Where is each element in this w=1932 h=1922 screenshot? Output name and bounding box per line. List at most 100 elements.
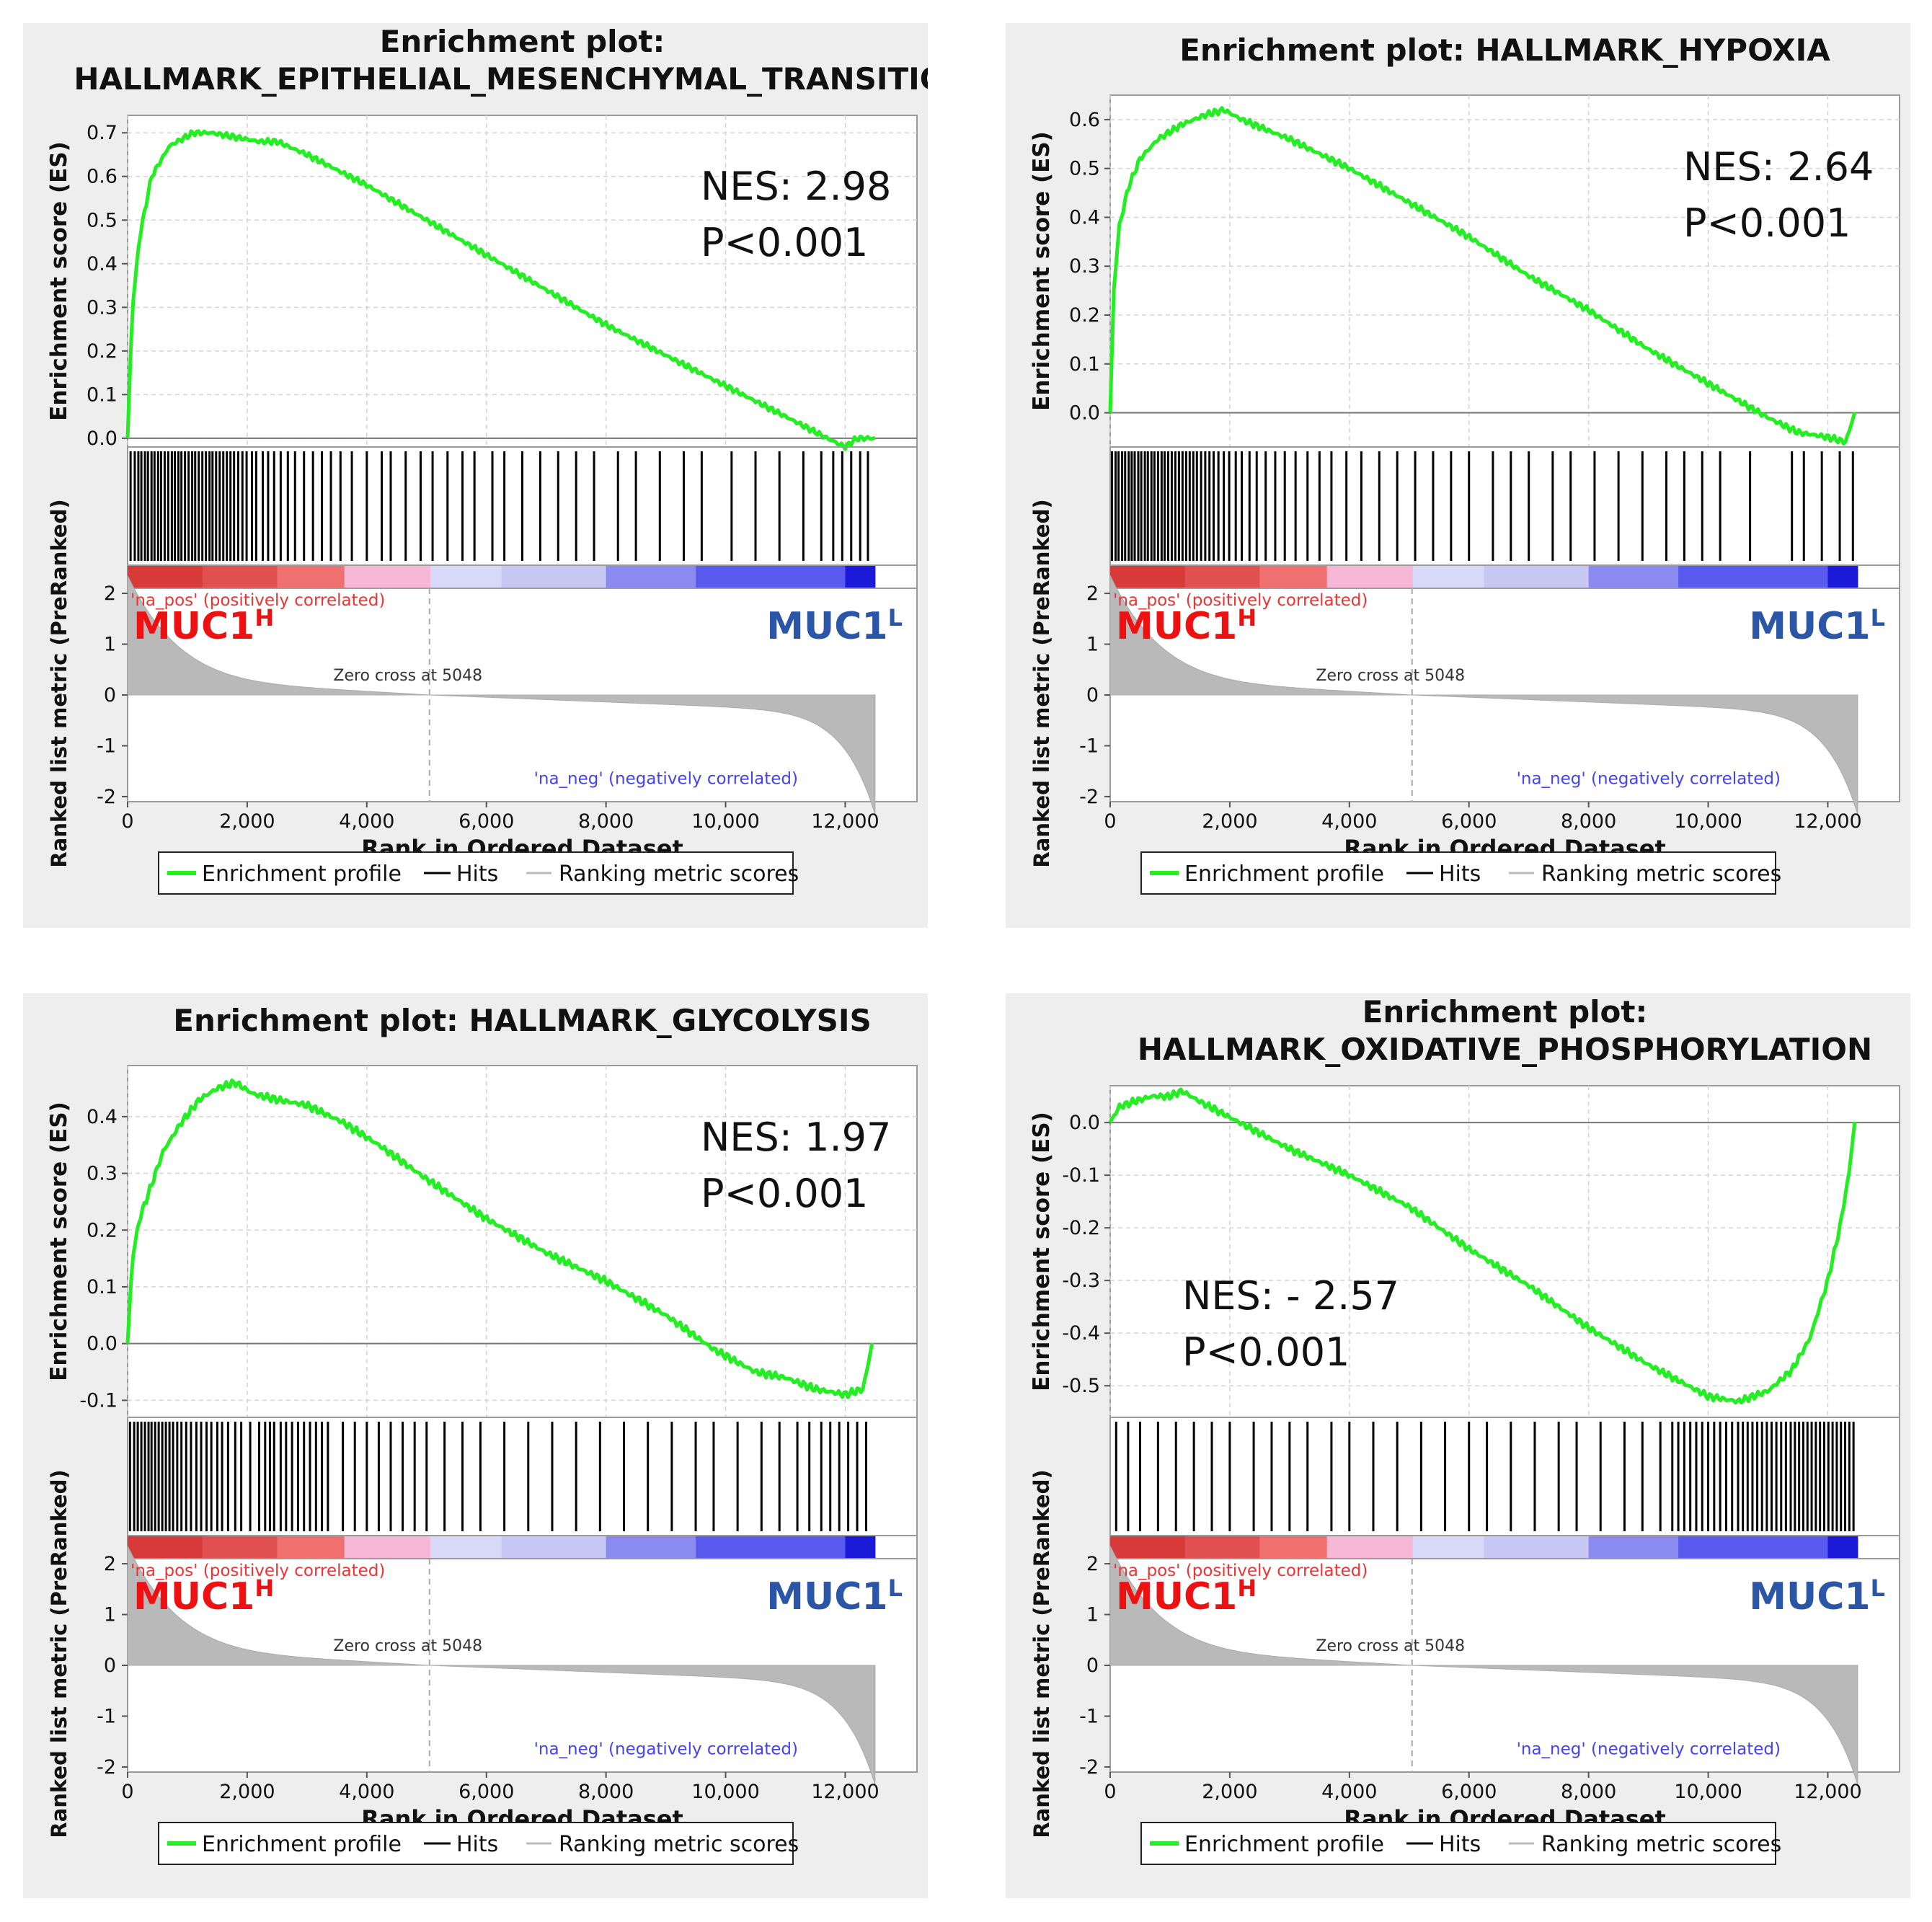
rank-color-segment — [501, 1536, 607, 1559]
rank-color-segment — [277, 1536, 345, 1559]
xtick-label: 6,000 — [1441, 810, 1497, 833]
enrichment-plot-2: Enrichment plot: HALLMARK_HYPOXIA0.00.10… — [1006, 23, 1910, 928]
es-ytick-label: 0.3 — [1069, 255, 1100, 278]
metric-ytick-label: -2 — [1079, 786, 1099, 808]
rank-color-segment — [606, 1536, 696, 1559]
rank-color-segment — [344, 1536, 431, 1559]
xaxis: 0 2,000 4,000 6,000 8,000 10,000 12,000 — [1104, 1772, 1862, 1803]
rank-color-segment — [1588, 1536, 1679, 1559]
metric-ytick-label: 1 — [1086, 1604, 1099, 1626]
rank-color-segment — [1184, 1536, 1260, 1559]
neg-correlated-label: 'na_neg' (negatively correlated) — [534, 769, 798, 788]
legend: Enrichment profile Hits Ranking metric sco… — [1140, 1822, 1781, 1865]
nes-label: NES: 2.64 — [1683, 144, 1874, 190]
es-ytick-label: -0.1 — [79, 1389, 118, 1412]
xaxis: 0 2,000 4,000 6,000 8,000 10,000 12,000 — [121, 802, 879, 833]
rank-color-segment — [1259, 565, 1328, 588]
hits-band — [128, 1422, 867, 1531]
rank-color-bar — [1110, 565, 1858, 588]
metric-ytick-label: 1 — [104, 634, 116, 656]
xtick-label: 12,000 — [811, 810, 879, 833]
muc1-high-label: MUC1H — [1116, 1575, 1257, 1618]
legend: Enrichment profile Hits Ranking metric sco… — [158, 851, 799, 895]
es-curve — [125, 129, 876, 451]
es-curve — [125, 1078, 874, 1399]
legend: Enrichment profile Hits Ranking metric sco… — [158, 1822, 799, 1865]
xtick-label: 2,000 — [1202, 1781, 1257, 1803]
es-ytick-label: -0.4 — [1062, 1322, 1100, 1345]
muc1-high-label: MUC1H — [133, 1575, 274, 1618]
xtick-label: 10,000 — [691, 810, 759, 833]
legend-hits-label: Hits — [456, 862, 498, 887]
legend-metric-label: Ranking metric scores — [559, 1832, 799, 1857]
rank-color-segment — [1412, 1536, 1484, 1559]
es-ytick-label: 0.2 — [1069, 304, 1100, 327]
rank-color-bar — [1110, 1536, 1858, 1559]
rank-color-segment — [606, 565, 696, 588]
xtick-label: 12,000 — [811, 1781, 879, 1803]
legend-box — [158, 851, 794, 895]
legend-metric-label: Ranking metric scores — [1541, 862, 1781, 887]
hits-band — [1110, 451, 1854, 561]
legend-box — [1140, 1822, 1776, 1865]
rank-color-segment — [1827, 565, 1858, 588]
es-ytick-label: 0.0 — [1069, 1112, 1100, 1134]
es-ytick-label: 0.6 — [87, 166, 118, 188]
xtick-label: 12,000 — [1794, 810, 1861, 833]
metric-ytick-label: -2 — [97, 786, 116, 808]
title-line-1: Enrichment plot: HALLMARK_GLYCOLYSIS — [173, 1003, 871, 1038]
rank-color-segment — [696, 1536, 846, 1559]
metric-ylabel: Ranked list metric (PreRanked) — [1029, 1469, 1054, 1838]
rank-color-segment — [1110, 1536, 1186, 1559]
es-ytick-label: 0.7 — [87, 122, 118, 144]
es-ytick-label: 0.3 — [87, 296, 118, 319]
pos-correlated-label: 'na_pos' (positively correlated) — [1113, 1562, 1368, 1580]
xtick-label: 0 — [121, 810, 133, 833]
es-yaxis: 0.0 0.1 0.2 0.3 0.4 0.5 0.6 0.7 — [87, 122, 128, 450]
rank-color-bar — [128, 1536, 876, 1559]
es-ytick-label: 0.1 — [87, 384, 118, 406]
xaxis: 0 2,000 4,000 6,000 8,000 10,000 12,000 — [121, 1772, 879, 1803]
xtick-label: 12,000 — [1794, 1781, 1861, 1803]
rank-color-segment — [430, 565, 502, 588]
metric-ylabel: Ranked list metric (PreRanked) — [47, 1469, 71, 1838]
legend-es-label: Enrichment profile — [1184, 1832, 1384, 1857]
es-gridlines — [1109, 95, 1900, 447]
es-ylabel: Enrichment score (ES) — [1029, 131, 1055, 411]
xtick-label: 4,000 — [339, 1781, 394, 1803]
legend-es-label: Enrichment profile — [202, 1832, 402, 1857]
p-value-label: P<0.001 — [701, 220, 868, 265]
rank-color-segment — [1326, 1536, 1414, 1559]
title-line-1: Enrichment plot: HALLMARK_HYPOXIA — [1179, 32, 1830, 68]
muc1-low-label: MUC1L — [1749, 604, 1885, 648]
es-ytick-label: -0.5 — [1062, 1375, 1100, 1397]
enrichment-plot-3: Enrichment plot: HALLMARK_GLYCOLYSIS -0.1… — [23, 993, 928, 1898]
metric-ylabel: Ranked list metric (PreRanked) — [47, 499, 71, 867]
ranking-metric-area — [127, 575, 876, 815]
xtick-label: 0 — [1104, 810, 1116, 833]
metric-ylabel: Ranked list metric (PreRanked) — [1029, 499, 1054, 867]
hits-band — [1115, 1422, 1855, 1531]
metric-ytick-label: 2 — [104, 583, 116, 605]
metric-ytick-label: 0 — [104, 684, 116, 707]
rank-color-segment — [1678, 1536, 1828, 1559]
es-ytick-label: 0.4 — [87, 253, 118, 275]
es-ytick-label: 0.1 — [87, 1276, 118, 1298]
rank-color-segment — [696, 565, 846, 588]
title-line-1: Enrichment plot: — [1362, 994, 1648, 1029]
zero-cross-label: Zero cross at 5048 — [333, 667, 482, 685]
es-curve — [1108, 106, 1857, 446]
metric-yaxis: 2 1 0 -1 -2 — [1079, 583, 1110, 808]
rank-color-segment — [1484, 565, 1590, 588]
xtick-label: 8,000 — [578, 810, 634, 833]
plot-title: Enrichment plot: HALLMARK_GLYCOLYSIS — [173, 1003, 871, 1038]
neg-correlated-label: 'na_neg' (negatively correlated) — [1517, 769, 1781, 788]
xtick-label: 0 — [121, 1781, 133, 1803]
es-ytick-label: 0.5 — [87, 209, 118, 231]
es-ylabel: Enrichment score (ES) — [1029, 1112, 1055, 1391]
rank-color-segment — [1184, 565, 1260, 588]
pos-correlated-label: 'na_pos' (positively correlated) — [130, 591, 385, 610]
rank-color-segment — [128, 1536, 203, 1559]
metric-ytick-label: 2 — [1086, 583, 1099, 605]
legend-hits-label: Hits — [1439, 862, 1481, 887]
